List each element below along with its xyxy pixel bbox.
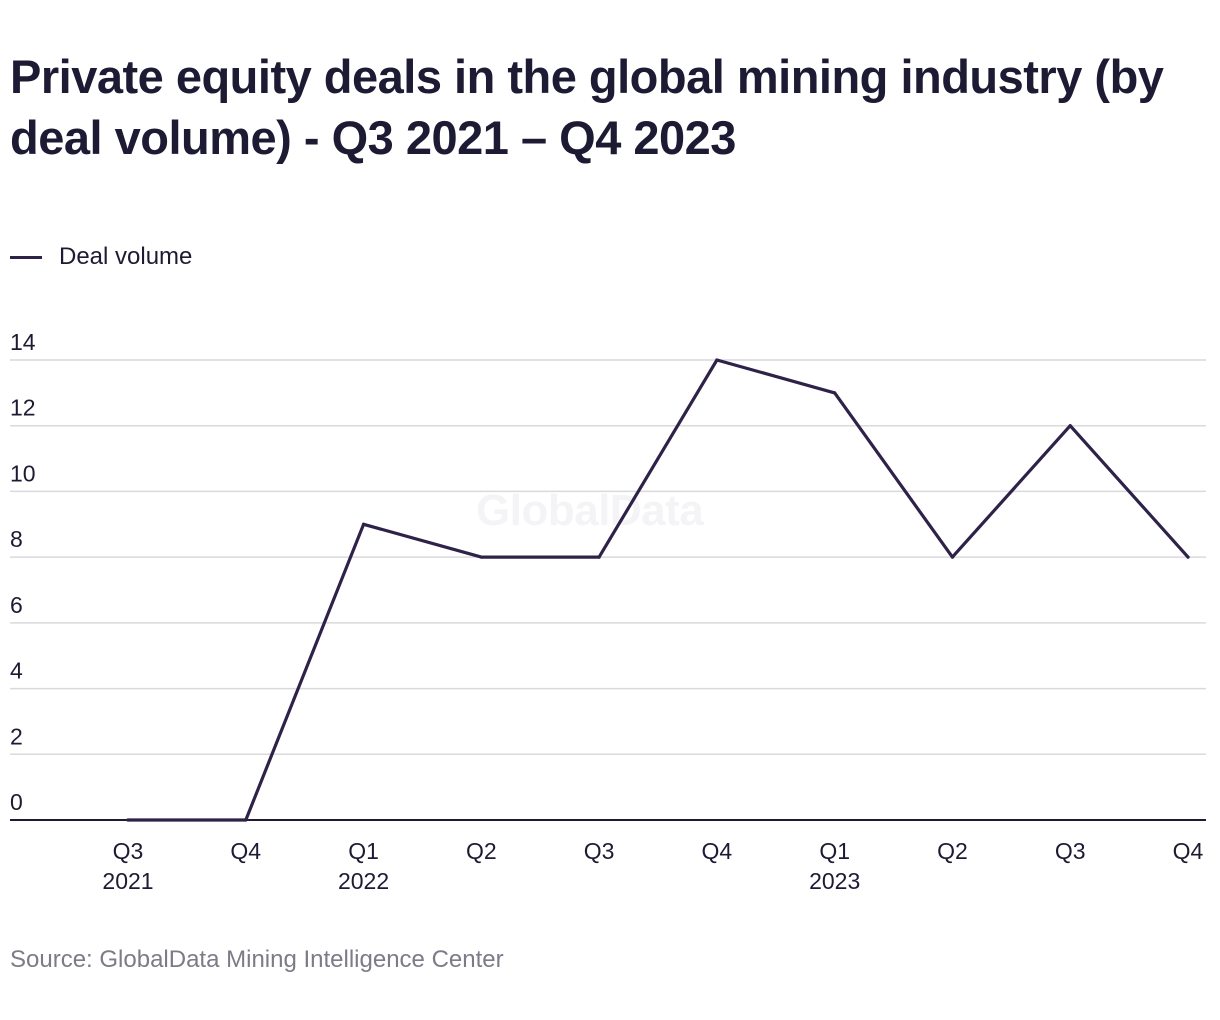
data-point [950, 555, 955, 559]
y-tick-label: 14 [10, 329, 36, 355]
x-year-label: 2022 [338, 868, 389, 894]
x-tick-label: Q1 [819, 838, 850, 864]
x-tick-label: Q1 [348, 838, 379, 864]
series-line-deal-volume [126, 358, 1190, 822]
y-tick-label: 4 [10, 658, 23, 684]
x-tick-label: Q2 [466, 838, 497, 864]
y-tick-label: 2 [10, 723, 23, 749]
data-point [361, 522, 366, 526]
data-point [597, 555, 601, 559]
x-tick-label: Q3 [1055, 838, 1086, 864]
data-point [244, 818, 248, 822]
data-point [1186, 555, 1190, 559]
x-tick-label: Q4 [702, 838, 733, 864]
chart-title: Private equity deals in the global minin… [10, 50, 1164, 164]
x-year-label: 2023 [809, 868, 860, 894]
data-point [1068, 424, 1072, 428]
data-point [715, 358, 719, 362]
y-tick-label: 12 [10, 395, 36, 421]
x-year-label: 2021 [102, 868, 153, 894]
legend-label: Deal volume [59, 243, 193, 270]
x-tick-label: Q2 [937, 838, 968, 864]
x-tick-label: Q4 [230, 838, 261, 864]
watermark: GlobalData [476, 486, 704, 535]
data-point [126, 818, 130, 822]
data-point [479, 555, 483, 559]
x-tick-label: Q3 [584, 838, 615, 864]
y-axis-ticks: 0 2 4 6 8 10 12 14 [10, 329, 36, 815]
legend-swatch [10, 255, 42, 259]
legend: Deal volume [10, 240, 192, 274]
y-tick-label: 6 [10, 592, 23, 618]
series [126, 358, 1190, 822]
y-tick-label: 8 [10, 526, 23, 552]
data-point [833, 391, 837, 395]
x-axis-ticks: Q3 2021 Q4 Q1 2022 Q2 Q3 Q4 Q1 2023 Q2 Q3 Q4 [102, 838, 1203, 894]
y-tick-label: 0 [10, 789, 23, 815]
x-tick-label: Q3 [113, 838, 144, 864]
source-note: Source: GlobalData Mining Intelligence C… [10, 946, 504, 973]
y-tick-label: 10 [10, 460, 36, 486]
gridlines [10, 359, 1206, 756]
x-tick-label: Q4 [1173, 838, 1204, 864]
